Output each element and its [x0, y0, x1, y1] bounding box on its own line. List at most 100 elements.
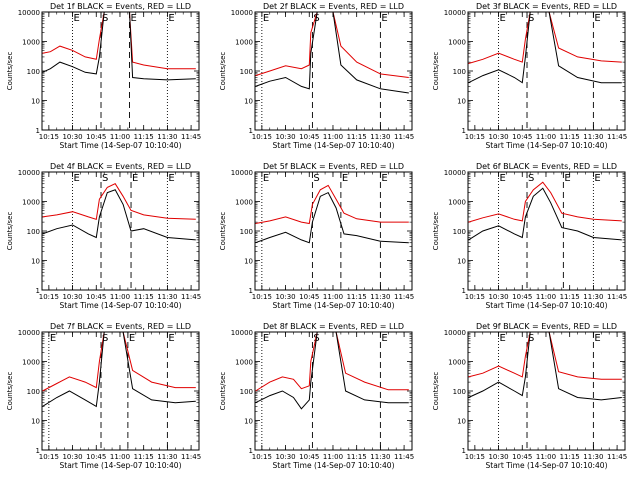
x-axis-label: Start Time (14-Sep-07 10:10:40) — [60, 301, 182, 310]
x-tick-label: 11:30 — [370, 293, 390, 301]
y-tick-label: 1000 — [22, 199, 40, 207]
event-marker-label: S — [102, 173, 108, 184]
x-tick-label: 11:15 — [560, 293, 580, 301]
lld-series-line — [468, 181, 622, 223]
event-marker-label: E — [500, 173, 506, 184]
x-axis-label: Start Time (14-Sep-07 10:10:40) — [486, 141, 608, 150]
y-tick-label: 100 — [453, 68, 466, 76]
x-axis-label: Start Time (14-Sep-07 10:10:40) — [486, 301, 608, 310]
lld-series-line — [255, 184, 409, 225]
x-tick-label: 10:45 — [86, 133, 106, 141]
y-axis-label: Counts/sec — [219, 52, 227, 91]
y-axis-label: Counts/sec — [432, 52, 440, 91]
event-marker-label: E — [168, 333, 174, 344]
chart-panel: Det 9f BLACK = Events, RED = LLD 1 10 100 10… — [432, 322, 627, 470]
plot-frame — [467, 331, 626, 451]
chart-title: Det 8f BLACK = Events, RED = LLD — [263, 322, 404, 331]
x-tick-label: 10:45 — [86, 293, 106, 301]
event-marker-label: E — [381, 333, 387, 344]
x-tick-label: 11:15 — [347, 293, 367, 301]
event-marker-label: S — [528, 333, 534, 344]
y-tick-label: 10 — [244, 258, 253, 266]
events-series-line — [42, 189, 196, 241]
x-tick-label: 11:45 — [394, 453, 414, 461]
x-tick-label: 11:30 — [157, 453, 177, 461]
events-series-line — [468, 12, 622, 84]
x-tick-label: 10:30 — [488, 293, 508, 301]
y-axis-label: Counts/sec — [6, 212, 14, 251]
event-marker-label: E — [263, 13, 269, 24]
x-tick-label: 10:45 — [299, 293, 319, 301]
x-tick-label: 10:30 — [62, 133, 82, 141]
x-tick-label: 11:00 — [323, 293, 343, 301]
event-marker-label: S — [102, 13, 108, 24]
x-tick-label: 11:45 — [394, 293, 414, 301]
x-tick-label: 10:15 — [39, 293, 59, 301]
y-tick-label: 100 — [453, 388, 466, 396]
event-marker-label: E — [381, 173, 387, 184]
event-marker-label: E — [129, 333, 135, 344]
y-tick-label: 10 — [244, 418, 253, 426]
x-tick-label: 10:45 — [512, 133, 532, 141]
x-tick-label: 10:45 — [299, 133, 319, 141]
y-tick-label: 10000 — [231, 169, 253, 177]
x-tick-label: 11:00 — [323, 453, 343, 461]
event-marker-label: S — [528, 173, 534, 184]
y-tick-label: 1000 — [22, 39, 40, 47]
events-series-line — [42, 332, 196, 408]
x-tick-label: 11:30 — [583, 453, 603, 461]
event-marker-label: E — [342, 173, 348, 184]
y-tick-label: 10000 — [18, 169, 40, 177]
lld-series-line — [468, 332, 622, 380]
lld-series-line — [468, 12, 622, 64]
chart-panel: Det 5f BLACK = Events, RED = LLD 1 10 100 10… — [219, 162, 414, 310]
x-axis-label: Start Time (14-Sep-07 10:10:40) — [273, 141, 395, 150]
x-tick-label: 11:00 — [110, 453, 130, 461]
y-tick-label: 10000 — [231, 329, 253, 337]
x-tick-label: 10:45 — [299, 453, 319, 461]
x-tick-label: 10:15 — [39, 453, 59, 461]
event-marker-label: E — [564, 173, 570, 184]
chart-panel: Det 2f BLACK = Events, RED = LLD 1 10 100 10… — [219, 2, 414, 150]
x-tick-label: 10:30 — [275, 453, 295, 461]
chart-title: Det 2f BLACK = Events, RED = LLD — [263, 2, 404, 11]
x-tick-label: 11:00 — [536, 293, 556, 301]
event-marker-label: E — [263, 173, 269, 184]
x-tick-label: 10:30 — [488, 453, 508, 461]
y-axis-label: Counts/sec — [6, 372, 14, 411]
y-axis-label: Counts/sec — [432, 372, 440, 411]
x-tick-label: 10:15 — [252, 133, 272, 141]
chart-title: Det 9f BLACK = Events, RED = LLD — [476, 322, 617, 331]
x-tick-label: 11:30 — [583, 133, 603, 141]
event-marker-label: E — [594, 333, 600, 344]
x-tick-label: 11:00 — [536, 133, 556, 141]
y-tick-label: 10 — [31, 258, 40, 266]
y-tick-label: 1 — [462, 127, 466, 135]
y-tick-label: 100 — [27, 388, 40, 396]
event-marker-label: E — [132, 173, 138, 184]
chart-panel: Det 4f BLACK = Events, RED = LLD 1 10 100 10… — [6, 162, 201, 310]
y-axis-label: Counts/sec — [219, 212, 227, 251]
y-axis-label: Counts/sec — [6, 52, 14, 91]
event-marker-label: E — [168, 173, 174, 184]
lld-series-line — [42, 332, 196, 392]
y-tick-label: 10000 — [18, 329, 40, 337]
x-tick-label: 11:15 — [560, 453, 580, 461]
chart-panel: Det 6f BLACK = Events, RED = LLD 1 10 100 10… — [432, 162, 627, 310]
plot-frame — [41, 331, 200, 451]
y-tick-label: 10 — [31, 418, 40, 426]
event-marker-label: E — [130, 13, 136, 24]
lld-series-line — [42, 183, 196, 220]
x-tick-label: 11:45 — [181, 293, 201, 301]
x-tick-label: 11:45 — [607, 453, 627, 461]
lld-series-line — [255, 12, 409, 78]
plot-frame — [254, 171, 413, 291]
y-tick-label: 1 — [249, 127, 253, 135]
event-marker-label: E — [500, 333, 506, 344]
x-tick-label: 10:30 — [62, 293, 82, 301]
y-tick-label: 100 — [453, 228, 466, 236]
x-tick-label: 10:45 — [512, 453, 532, 461]
chart-panel: Det 8f BLACK = Events, RED = LLD 1 10 100 10… — [219, 322, 414, 470]
x-tick-label: 10:15 — [39, 133, 59, 141]
events-series-line — [255, 191, 409, 244]
